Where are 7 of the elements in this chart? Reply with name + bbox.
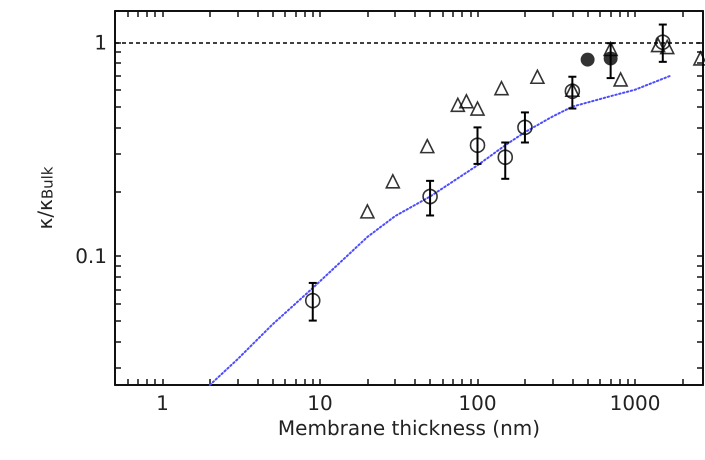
x-tick-label: 10 bbox=[307, 391, 333, 415]
x-tick-label: 1000 bbox=[610, 391, 660, 415]
x-tick-label: 1 bbox=[156, 391, 169, 415]
x-axis-title: Membrane thickness (nm) bbox=[278, 416, 540, 440]
x-tick-label: 100 bbox=[458, 391, 497, 415]
y-axis-title: κ/κBulk bbox=[33, 166, 57, 230]
y-tick-label: 0.1 bbox=[75, 244, 107, 268]
